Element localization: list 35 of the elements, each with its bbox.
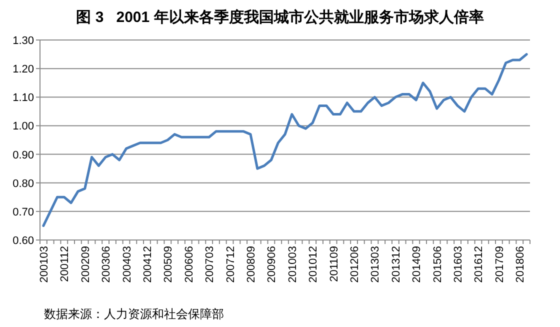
- x-tick-label: 201003: [286, 246, 299, 283]
- x-tick-label: 200606: [183, 246, 196, 283]
- y-tick-label: 1.30: [12, 35, 34, 47]
- x-tick-label: 201312: [390, 246, 402, 283]
- y-tick-label: 0.60: [12, 235, 34, 247]
- chart-title: 图 3 2001 年以来各季度我国城市公共就业服务市场求人倍率: [76, 8, 484, 26]
- source-note: 数据来源：人力资源和社会保障部: [44, 307, 224, 321]
- x-tick-label: 200403: [121, 246, 134, 283]
- x-tick-label: 201709: [494, 246, 506, 283]
- y-tick-label: 1.20: [12, 64, 34, 76]
- y-tick-label: 0.90: [12, 149, 34, 162]
- x-tick-label: 201206: [349, 246, 362, 283]
- x-tick-label: 200209: [80, 246, 92, 283]
- x-tick-label: 201012: [308, 246, 320, 283]
- x-tick-label: 201603: [452, 246, 465, 283]
- x-tick-label: 200509: [162, 246, 175, 283]
- x-tick-label: 200809: [245, 246, 258, 283]
- y-tick-label: 0.80: [12, 178, 34, 190]
- x-tick-label: 200412: [142, 246, 154, 283]
- line-series: [42, 53, 528, 227]
- x-tick-label: 201806: [514, 246, 527, 283]
- x-tick-label: 200712: [224, 246, 237, 283]
- x-tick-label: 200103: [38, 246, 50, 283]
- x-tick-label: 200906: [266, 246, 278, 283]
- x-tick-label: 201506: [432, 246, 444, 283]
- x-tick-label: 200703: [204, 246, 216, 283]
- x-tick-label: 201409: [411, 246, 424, 283]
- x-tick-label: 201109: [328, 246, 340, 282]
- x-tick-label: 200112: [59, 246, 72, 282]
- x-tick-label: 201303: [370, 246, 382, 283]
- y-tick-label: 1.00: [12, 120, 34, 133]
- y-tick-label: 1.10: [12, 92, 34, 104]
- x-tick-label: 200306: [100, 246, 113, 283]
- y-tick-label: 0.70: [12, 206, 34, 218]
- x-tick-label: 201612: [473, 246, 486, 283]
